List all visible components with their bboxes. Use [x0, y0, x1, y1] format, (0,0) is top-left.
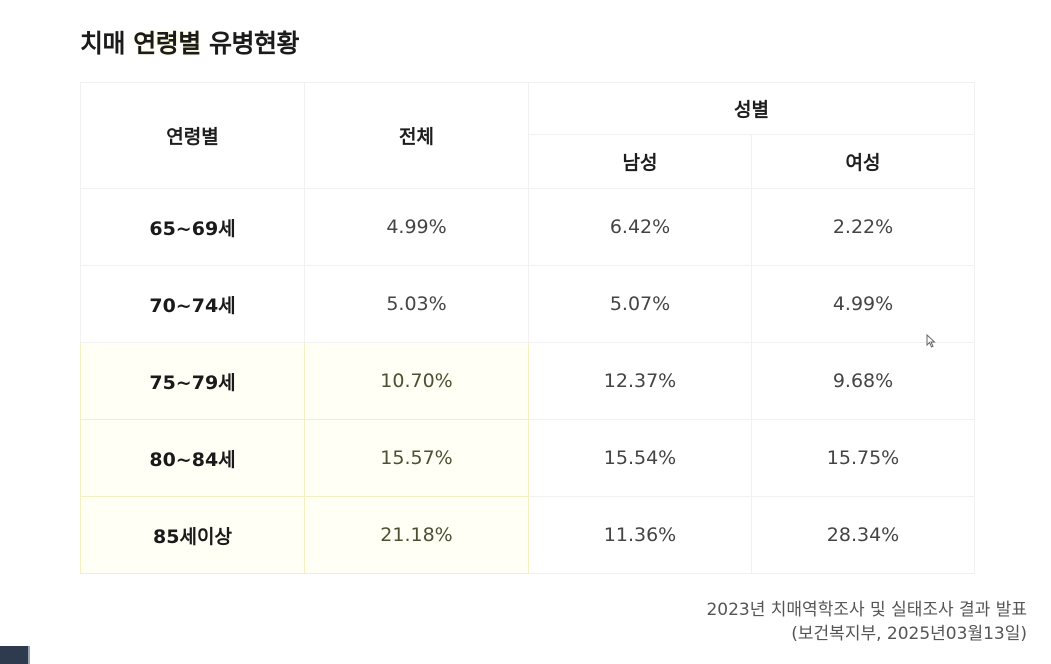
age-cell: 75~79세	[80, 342, 305, 420]
page-title: 치매 연령별 유병현황	[80, 24, 299, 60]
corner-thumbnail	[0, 646, 30, 664]
title-prefix: 치매	[80, 29, 134, 58]
table-row: 65~69세 4.99% 6.42% 2.22%	[80, 188, 975, 266]
female-cell: 9.68%	[751, 342, 975, 420]
female-cell: 15.75%	[751, 419, 975, 497]
title-suffix: 유병현황	[200, 29, 300, 58]
source-line-publisher: (보건복지부, 2025년03월13일)	[791, 624, 1027, 644]
header-age: 연령별	[80, 82, 305, 189]
prevalence-table: 연령별 전체 성별 남성 여성 65~69세 4.99% 6.42% 2.22%…	[80, 82, 975, 574]
title-highlight: 연령별	[133, 29, 201, 58]
male-cell: 15.54%	[528, 419, 752, 497]
total-cell: 5.03%	[304, 265, 529, 343]
mouse-cursor-icon	[926, 334, 936, 348]
table-row-highlighted: 80~84세 15.57% 15.54% 15.75%	[80, 419, 975, 497]
age-cell: 80~84세	[80, 419, 305, 497]
female-cell: 4.99%	[751, 265, 975, 343]
total-cell: 21.18%	[304, 496, 529, 574]
total-cell: 10.70%	[304, 342, 529, 420]
male-cell: 12.37%	[528, 342, 752, 420]
header-gender: 성별	[528, 82, 975, 135]
table-row-highlighted: 85세이상 21.18% 11.36% 28.34%	[80, 496, 975, 574]
male-cell: 6.42%	[528, 188, 752, 266]
age-cell: 70~74세	[80, 265, 305, 343]
header-female: 여성	[751, 134, 975, 189]
table-row-highlighted: 75~79세 10.70% 12.37% 9.68%	[80, 342, 975, 420]
male-cell: 5.07%	[528, 265, 752, 343]
header-male: 남성	[528, 134, 752, 189]
female-cell: 2.22%	[751, 188, 975, 266]
total-cell: 15.57%	[304, 419, 529, 497]
table-row: 70~74세 5.03% 5.07% 4.99%	[80, 265, 975, 343]
male-cell: 11.36%	[528, 496, 752, 574]
header-total: 전체	[304, 82, 529, 189]
total-cell: 4.99%	[304, 188, 529, 266]
female-cell: 28.34%	[751, 496, 975, 574]
age-cell: 85세이상	[80, 496, 305, 574]
source-line-title: 2023년 치매역학조사 및 실태조사 결과 발표	[706, 600, 1027, 620]
source-citation: 2023년 치매역학조사 및 실태조사 결과 발표 (보건복지부, 2025년0…	[706, 598, 1027, 646]
age-cell: 65~69세	[80, 188, 305, 266]
